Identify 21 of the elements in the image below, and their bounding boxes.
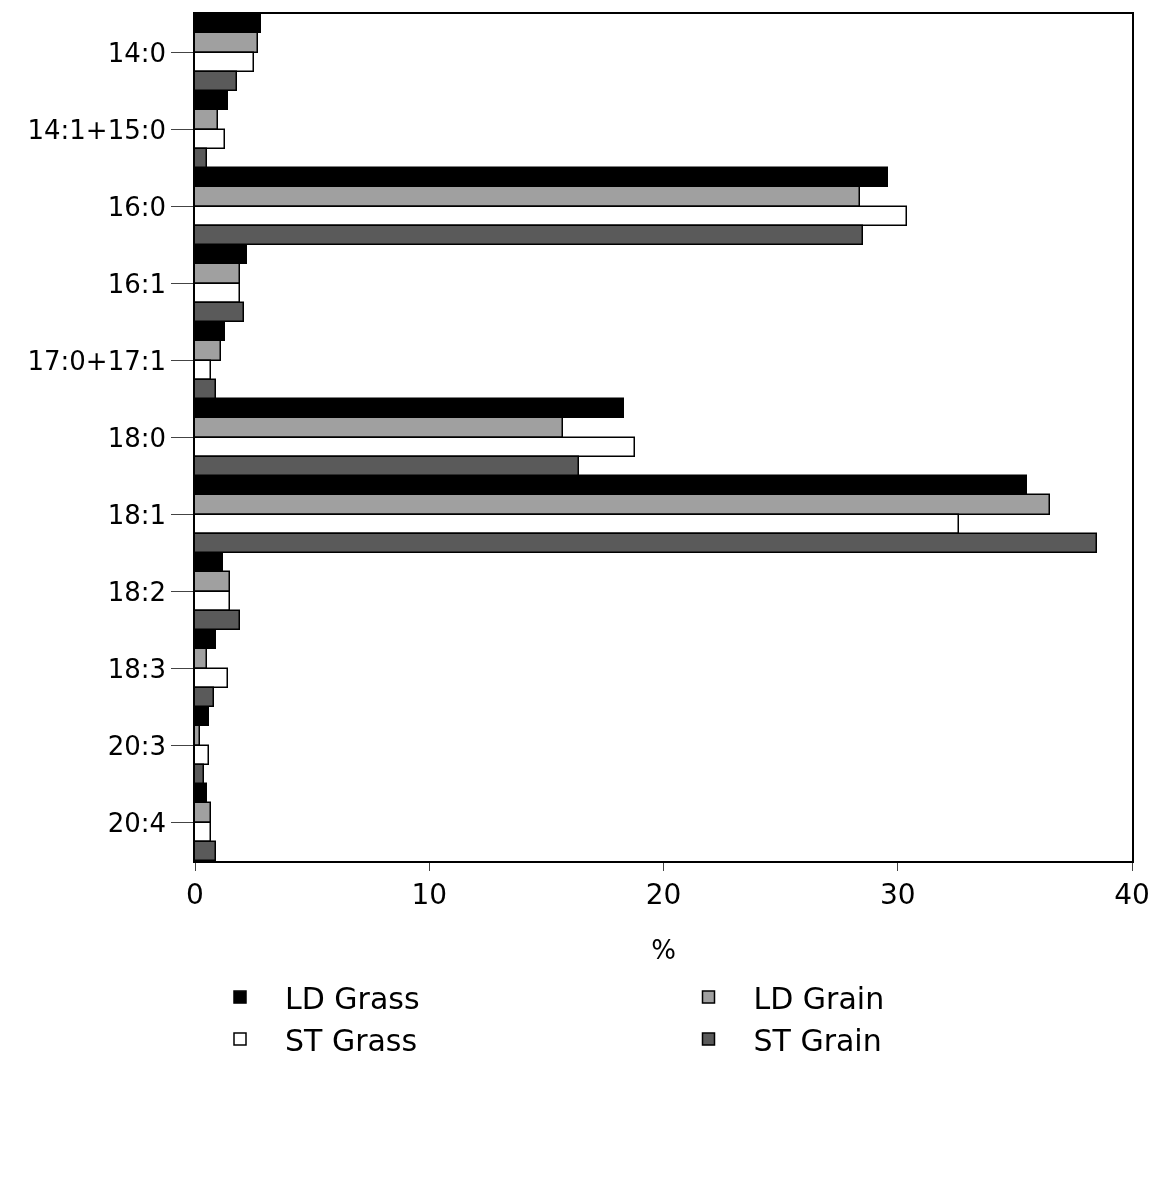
legend-label: LD Grain [753, 980, 885, 1016]
y-tick-label: 16:1 [107, 268, 167, 299]
x-tick-label: 40 [1114, 878, 1150, 912]
y-tick-label: 14:0 [107, 37, 167, 68]
x-tick-label: 20 [645, 878, 682, 912]
legend-label: ST Grass [285, 1022, 418, 1058]
legend-label: LD Grass [285, 980, 420, 1016]
y-tick-label: 18:1 [107, 499, 167, 530]
legend-label: ST Grain [753, 1022, 882, 1058]
y-tick-label: 16:0 [107, 191, 167, 222]
y-tick-label: 18:2 [107, 576, 167, 607]
y-tick-label: 18:0 [107, 422, 167, 453]
x-tick-label: 0 [186, 878, 204, 912]
y-tick-label: 18:3 [107, 653, 167, 684]
y-tick-label: 14:1+15:0 [27, 114, 167, 145]
y-tick-label: 20:3 [107, 730, 167, 761]
x-axis-title: % [651, 934, 676, 965]
x-tick-label: 10 [411, 878, 448, 912]
y-tick-label: 17:0+17:1 [27, 345, 167, 376]
y-tick-label: 20:4 [107, 807, 167, 838]
x-tick-label: 30 [879, 878, 916, 912]
